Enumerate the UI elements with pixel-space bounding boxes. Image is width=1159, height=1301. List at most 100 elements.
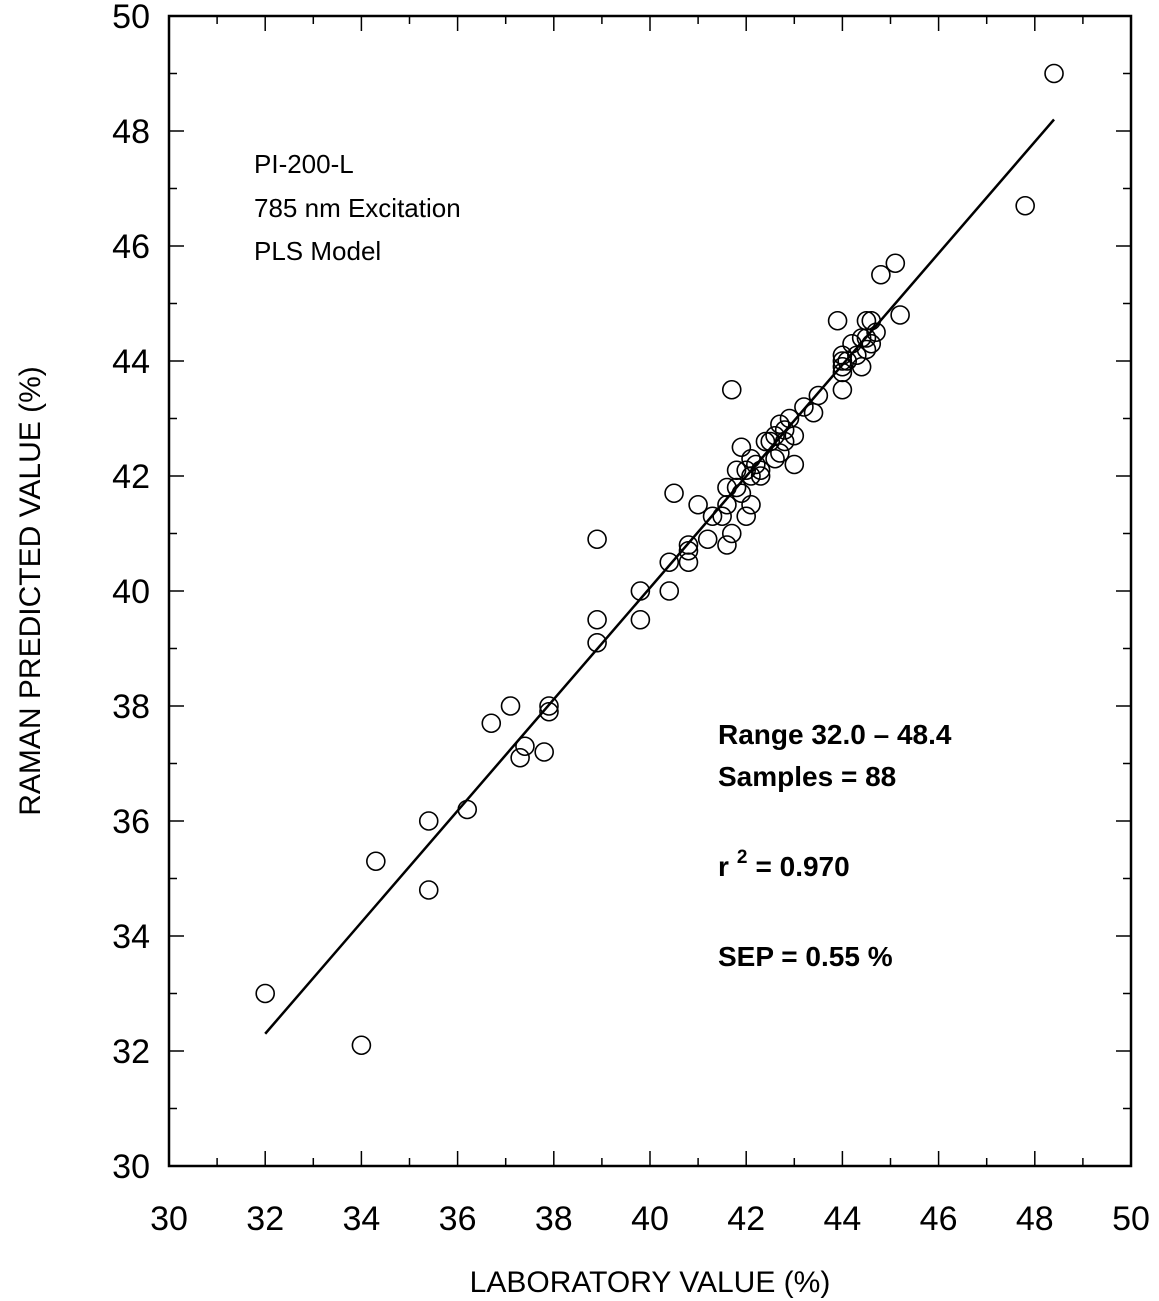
stat-r-squared: r 2 = 0.970 <box>718 847 850 882</box>
data-point <box>885 253 906 274</box>
data-point <box>630 581 651 601</box>
data-point <box>510 747 530 768</box>
y-tick-label: 46 <box>112 228 150 266</box>
data-point <box>500 696 521 716</box>
data-point <box>717 535 737 555</box>
data-point <box>741 466 761 486</box>
data-point <box>784 425 805 446</box>
y-axis-title: RAMAN PREDICTED VALUE (%) <box>14 366 47 816</box>
data-point <box>755 431 776 452</box>
regression-line <box>264 118 1055 1035</box>
data-point <box>741 494 761 515</box>
y-tick-label: 36 <box>112 803 150 841</box>
x-tick-label: 46 <box>920 1200 958 1238</box>
data-point <box>808 385 829 406</box>
data-point <box>774 420 795 440</box>
data-point <box>587 609 607 630</box>
x-tick-label: 36 <box>439 1200 477 1238</box>
x-tick-label: 48 <box>1016 1200 1054 1238</box>
data-point <box>515 736 535 757</box>
data-point <box>750 466 771 486</box>
data-point <box>688 494 708 515</box>
data-point <box>418 880 439 900</box>
data-point <box>861 333 882 354</box>
data-point <box>866 322 886 343</box>
y-tick-label: 38 <box>112 688 150 726</box>
data-point <box>842 333 862 354</box>
info-line-excitation: 785 nm Excitation <box>254 193 461 223</box>
stat-range: Range 32.0 – 48.4 <box>718 719 952 750</box>
data-point <box>832 379 853 400</box>
x-tick-label: 30 <box>150 1200 188 1238</box>
data-point <box>721 523 742 544</box>
data-point <box>418 811 439 831</box>
data-point <box>664 483 684 504</box>
r2-superscript: 2 <box>737 847 748 868</box>
data-point <box>750 460 771 481</box>
r2-value: = 0.970 <box>755 851 849 882</box>
stat-sep: SEP = 0.55 % <box>718 941 893 972</box>
data-point <box>539 701 559 722</box>
y-tick-label: 42 <box>112 458 150 496</box>
data-point <box>255 983 276 1004</box>
y-tick-label: 48 <box>112 113 150 151</box>
data-point <box>832 356 853 377</box>
x-axis-title: LABORATORY VALUE (%) <box>470 1266 831 1299</box>
data-point <box>712 506 732 527</box>
x-tick-label: 50 <box>1112 1200 1150 1238</box>
data-point <box>587 529 607 550</box>
y-tick-label: 44 <box>112 343 150 381</box>
data-point <box>702 506 723 527</box>
info-line-model-name: PI-200-L <box>254 149 354 179</box>
data-point <box>731 483 752 504</box>
axis-tick-labels: 30 32 34 36 38 40 42 44 46 48 50 30 32 34 36 38 40 42 44 46… <box>112 0 1150 1238</box>
data-point <box>534 742 554 762</box>
data-point <box>717 477 737 498</box>
y-tick-label: 40 <box>112 573 150 611</box>
data-point <box>678 540 699 561</box>
data-point <box>630 609 651 630</box>
data-point <box>741 448 761 469</box>
axis-ticks <box>168 15 1132 1167</box>
data-point <box>856 310 877 331</box>
data-point <box>351 1035 372 1056</box>
data-point <box>765 448 785 469</box>
data-point <box>481 713 502 734</box>
data-point <box>736 460 757 481</box>
data-point <box>774 431 795 452</box>
data-point <box>726 460 747 481</box>
data-point <box>851 356 872 377</box>
data-point <box>871 264 891 285</box>
data-point <box>697 529 718 550</box>
data-point <box>1044 63 1064 84</box>
stat-samples: Samples = 88 <box>718 761 896 792</box>
data-point <box>1015 195 1035 216</box>
data-point <box>366 851 386 872</box>
data-point <box>784 454 805 475</box>
r2-prefix: r <box>718 851 729 882</box>
data-point <box>856 339 877 360</box>
info-line-model-type: PLS Model <box>254 236 381 266</box>
data-point <box>731 437 752 458</box>
data-point <box>746 454 766 475</box>
data-point <box>770 443 790 463</box>
data-point <box>832 351 853 371</box>
x-tick-label: 34 <box>342 1200 380 1238</box>
y-tick-label: 50 <box>112 0 150 36</box>
data-point <box>736 506 757 527</box>
data-points <box>255 63 1064 1056</box>
data-point <box>827 310 848 331</box>
data-point <box>794 397 814 417</box>
x-tick-label: 38 <box>535 1200 573 1238</box>
x-tick-label: 42 <box>727 1200 765 1238</box>
x-tick-label: 44 <box>823 1200 861 1238</box>
data-point <box>861 310 882 331</box>
data-point <box>539 696 559 716</box>
data-point <box>457 799 478 820</box>
data-point <box>678 552 699 573</box>
y-tick-label: 30 <box>112 1148 150 1186</box>
data-point <box>587 632 607 653</box>
data-point <box>659 552 680 573</box>
x-tick-label: 40 <box>631 1200 669 1238</box>
